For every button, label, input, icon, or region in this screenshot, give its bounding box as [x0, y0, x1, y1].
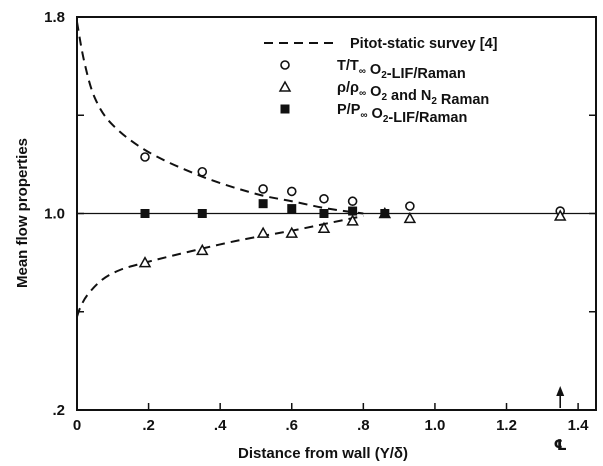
legend-label: ρ/ρ∞ O2 and N2 Raman — [337, 80, 489, 108]
x-tick-label: 1.2 — [496, 417, 517, 434]
circle-marker — [280, 60, 290, 70]
y-axis-ticks: 1.8 1.0 .2 — [44, 9, 596, 419]
legend: Pitot-static survey [4] T/T∞ O2-LIF/Raman… — [264, 36, 498, 126]
circle-marker — [319, 193, 329, 204]
y-tick-label: 1.8 — [44, 9, 65, 26]
x-tick-label: .4 — [214, 417, 227, 434]
triangle-marker — [317, 221, 331, 233]
triangle-marker — [553, 209, 567, 221]
x-tick-label: 1.0 — [425, 417, 446, 434]
legend-label: Pitot-static survey [4] — [350, 36, 498, 52]
circle-marker — [347, 196, 358, 207]
centerline-arrowhead — [556, 386, 565, 396]
x-tick-label: .2 — [142, 417, 155, 434]
centerline-marker: ℄ — [553, 386, 567, 454]
x-axis-ticks: 0 .2 .4 .6 .8 1.0 1.2 1.4 — [73, 403, 589, 434]
circle-marker — [197, 166, 208, 177]
circle-marker — [286, 186, 297, 197]
triangle-marker — [346, 214, 359, 226]
square-marker — [287, 204, 297, 214]
triangle-marker — [256, 226, 270, 238]
square-marker — [348, 206, 358, 216]
plot-area: 0 .2 .4 .6 .8 1.0 1.2 1.4 1.8 1.0 .2 ℄ — [44, 9, 597, 454]
y-tick-label: 1.0 — [44, 206, 65, 223]
square-marker — [197, 209, 207, 218]
circle-marker — [405, 201, 415, 211]
x-tick-label: .8 — [357, 417, 370, 434]
square-marker — [319, 209, 329, 218]
centerline-symbol: ℄ — [553, 437, 566, 454]
dashed-curve — [76, 21, 364, 215]
square-marker — [258, 199, 268, 209]
legend-label: T/T∞ O2-LIF/Raman — [337, 58, 466, 82]
x-tick-label: 1.4 — [568, 417, 590, 434]
square-marker — [140, 209, 150, 218]
triangle-marker — [278, 80, 292, 92]
square-marker — [280, 104, 290, 114]
curves — [76, 21, 364, 318]
legend-label: P/P∞ O2-LIF/Raman — [337, 102, 467, 126]
markers — [138, 152, 567, 268]
x-tick-label: .6 — [286, 417, 299, 434]
circle-marker — [258, 184, 268, 194]
x-tick-label: 0 — [73, 417, 81, 434]
triangle-marker — [196, 243, 209, 256]
triangle-marker — [138, 256, 152, 268]
circle-marker — [140, 152, 150, 162]
y-axis-title: Mean flow properties — [14, 138, 31, 288]
triangle-marker — [403, 211, 417, 224]
y-tick-label: .2 — [52, 402, 65, 419]
x-axis-title: Distance from wall (Y/δ) — [238, 445, 408, 462]
square-marker — [380, 209, 390, 218]
triangle-marker — [285, 226, 299, 238]
